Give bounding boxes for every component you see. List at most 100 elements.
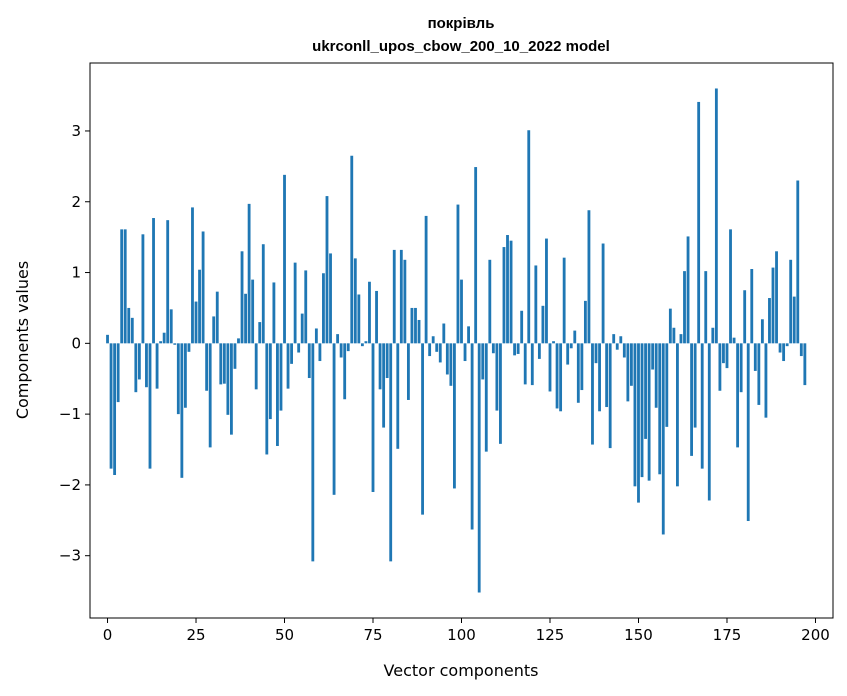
bar-90 (424, 215, 428, 344)
bar-195 (796, 180, 800, 344)
bar-137 (591, 343, 594, 445)
bar-145 (619, 336, 623, 344)
bar-93 (435, 343, 439, 352)
bar-81 (392, 249, 396, 344)
bar-12 (148, 343, 152, 469)
bar-148 (629, 343, 633, 386)
bar-104 (474, 167, 478, 344)
bar-8 (134, 343, 138, 393)
bar-157 (661, 343, 665, 535)
bar-38 (240, 251, 244, 344)
bar-163 (683, 271, 686, 344)
bar-63 (329, 253, 332, 344)
x-axis-label: Vector components (384, 661, 539, 680)
bar-76 (375, 290, 378, 344)
bar-70 (353, 258, 357, 344)
bar-127 (555, 343, 559, 409)
bar-161 (676, 343, 679, 487)
bar-112 (502, 247, 506, 344)
bar-128 (559, 343, 563, 412)
bar-89 (421, 343, 424, 515)
bar-164 (686, 236, 690, 344)
bar-183 (753, 343, 757, 371)
bar-194 (792, 296, 796, 344)
bar-17 (166, 220, 170, 344)
bar-169 (704, 271, 708, 344)
bar-2 (113, 343, 117, 475)
bar-92 (431, 336, 435, 344)
bar-193 (789, 259, 793, 344)
bar-84 (403, 259, 407, 344)
bar-62 (325, 196, 329, 344)
bar-192 (785, 343, 789, 347)
bar-111 (499, 343, 502, 444)
bar-9 (137, 343, 141, 380)
bar-32 (219, 343, 223, 385)
bar-115 (513, 343, 517, 356)
bar-40 (247, 203, 251, 344)
bar-120 (530, 343, 534, 386)
bar-165 (690, 343, 693, 456)
bar-139 (598, 343, 601, 412)
bar-48 (276, 343, 279, 446)
y-tick-label: 0 (71, 334, 81, 352)
bar-60 (318, 343, 322, 362)
bar-3 (116, 343, 120, 403)
bar-67 (343, 343, 347, 400)
bar-85 (406, 343, 410, 400)
bar-162 (679, 334, 683, 344)
bar-150 (637, 343, 640, 503)
bar-28 (205, 343, 209, 391)
y-tick-label: −2 (59, 476, 81, 494)
bar-77 (378, 343, 382, 390)
chart-subtitle: ukrconll_upos_cbow_200_10_2022 model (312, 38, 610, 55)
bar-14 (155, 343, 159, 389)
bar-124 (545, 238, 548, 344)
bar-58 (311, 343, 315, 562)
bar-180 (743, 290, 747, 344)
bar-156 (658, 343, 662, 475)
bar-182 (750, 269, 754, 344)
bar-18 (169, 309, 173, 344)
bar-167 (697, 101, 701, 344)
bar-91 (428, 343, 432, 357)
bar-30 (212, 316, 216, 344)
bar-149 (633, 343, 637, 487)
bar-10 (141, 234, 145, 344)
bar-105 (477, 343, 481, 593)
bar-109 (491, 343, 495, 354)
chart-title: покрівль (428, 15, 495, 32)
bar-143 (612, 334, 616, 344)
bar-35 (230, 343, 233, 435)
x-tick-label: 150 (624, 626, 653, 644)
bar-57 (307, 343, 311, 379)
bar-108 (488, 259, 492, 344)
bar-171 (711, 327, 715, 344)
bar-11 (145, 343, 148, 388)
bar-46 (268, 343, 272, 420)
bar-147 (626, 343, 630, 402)
bar-6 (127, 307, 131, 344)
bar-170 (707, 343, 711, 501)
bar-184 (757, 343, 761, 405)
bar-16 (162, 332, 166, 344)
bar-155 (654, 343, 658, 408)
bar-113 (506, 235, 509, 344)
x-tick-label: 0 (103, 626, 113, 644)
bar-103 (470, 343, 474, 530)
x-tick-label: 125 (536, 626, 565, 644)
bar-65 (336, 334, 340, 344)
bar-25 (194, 301, 198, 344)
bar-152 (644, 343, 647, 439)
bar-189 (775, 251, 778, 344)
bar-51 (286, 343, 290, 389)
y-tick-label: 2 (71, 193, 81, 211)
bar-134 (580, 343, 584, 391)
plot-frame (89, 62, 834, 619)
bar-24 (191, 207, 194, 344)
bar-151 (640, 343, 644, 478)
bar-54 (297, 343, 301, 353)
bar-102 (467, 326, 470, 344)
bar-22 (183, 343, 187, 408)
